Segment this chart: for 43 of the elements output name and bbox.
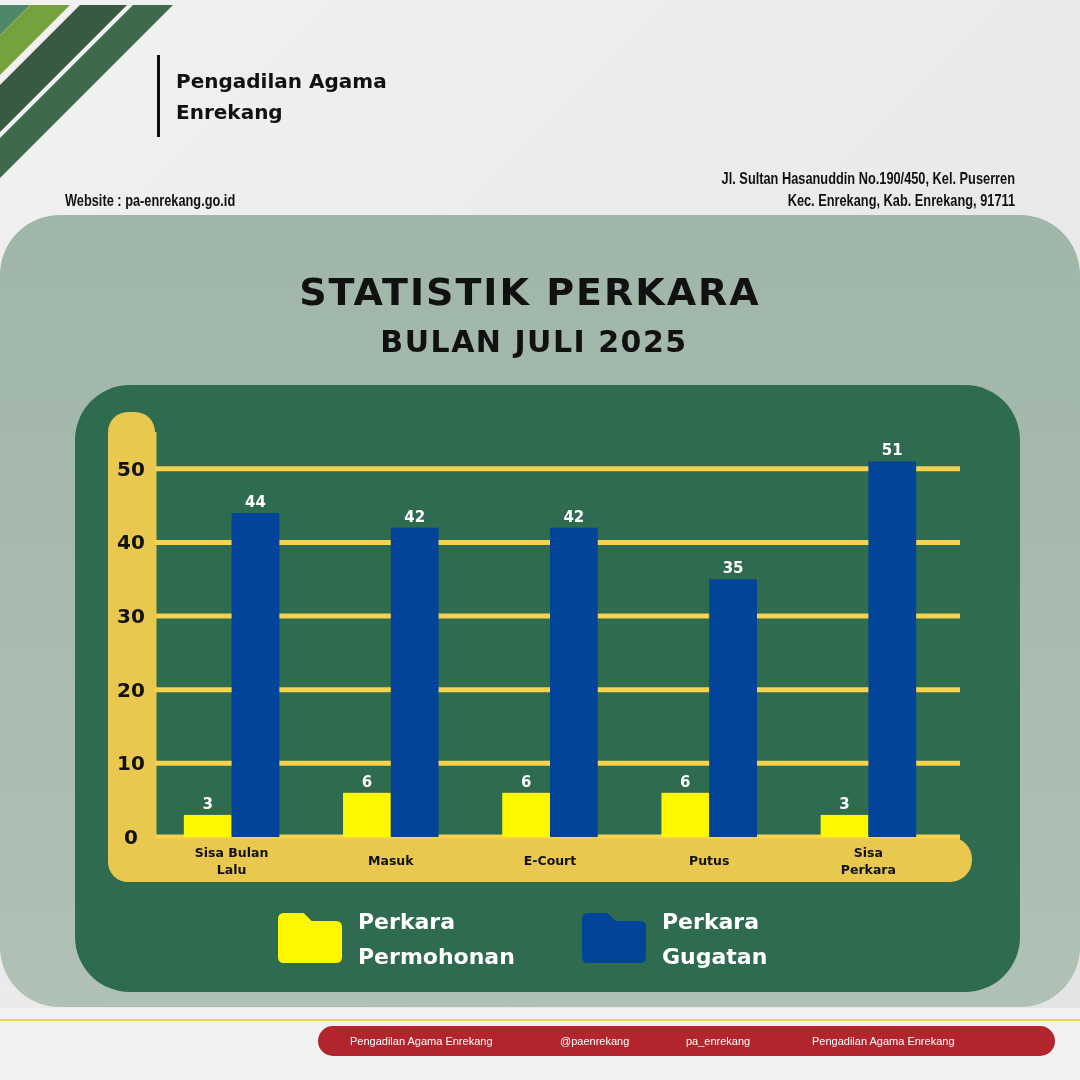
text: Pengadilan Agama Enrekang [350, 1035, 493, 1047]
data-label: 42 [563, 507, 585, 526]
data-label: 6 [520, 772, 532, 791]
bar [183, 814, 232, 837]
data-label: 3 [839, 794, 850, 813]
y-tick-label: 0 [124, 825, 138, 849]
data-label: 51 [881, 441, 903, 460]
x-tick-label: Putus [689, 853, 730, 868]
bar [820, 814, 869, 837]
y-tick-label: 10 [117, 751, 145, 776]
data-label: 6 [361, 772, 373, 791]
y-tick-label: 20 [117, 677, 145, 702]
bar [868, 461, 917, 837]
y-tick-label: 50 [117, 456, 145, 481]
data-label: 44 [245, 493, 266, 511]
x-tick-label: E-Court [523, 853, 577, 868]
bar [502, 792, 550, 837]
bar [231, 513, 280, 837]
bar [661, 792, 710, 837]
text: Pengadilan Agama Enrekang [176, 69, 387, 124]
text: Pengadilan Agama Enrekang [812, 1035, 955, 1047]
data-label: 35 [722, 559, 744, 578]
x-tick-label: Sisa Perkara [840, 844, 896, 877]
text: @paenrekang [560, 1035, 630, 1047]
text: Jl. Sultan Hasanuddin No.190/450, Kel. Puserren [721, 169, 1015, 188]
data-label: 3 [202, 794, 213, 813]
x-tick-label: Masuk [368, 853, 415, 868]
bar [343, 792, 391, 837]
bar [390, 527, 439, 837]
chart-subtitle: BULAN JULI 2025 [380, 324, 688, 359]
text: pa_enrekang [686, 1035, 751, 1047]
y-tick-label: 40 [117, 530, 145, 555]
bar [550, 527, 598, 837]
text: Kec. Enrekang, Kab. Enrekang, 91711 [787, 191, 1015, 210]
chart-title: STATISTIK PERKARA [299, 270, 761, 314]
data-label: 42 [404, 507, 426, 526]
legend-label: Perkara Permohonan [358, 909, 515, 969]
bar [709, 579, 757, 837]
text: Website : pa-enrekang.go.id [65, 191, 236, 210]
x-tick-label: Sisa Bulan Lalu [194, 844, 269, 877]
legend-label: Perkara Gugatan [662, 909, 768, 969]
y-tick-label: 30 [117, 604, 145, 629]
data-label: 6 [680, 772, 691, 791]
